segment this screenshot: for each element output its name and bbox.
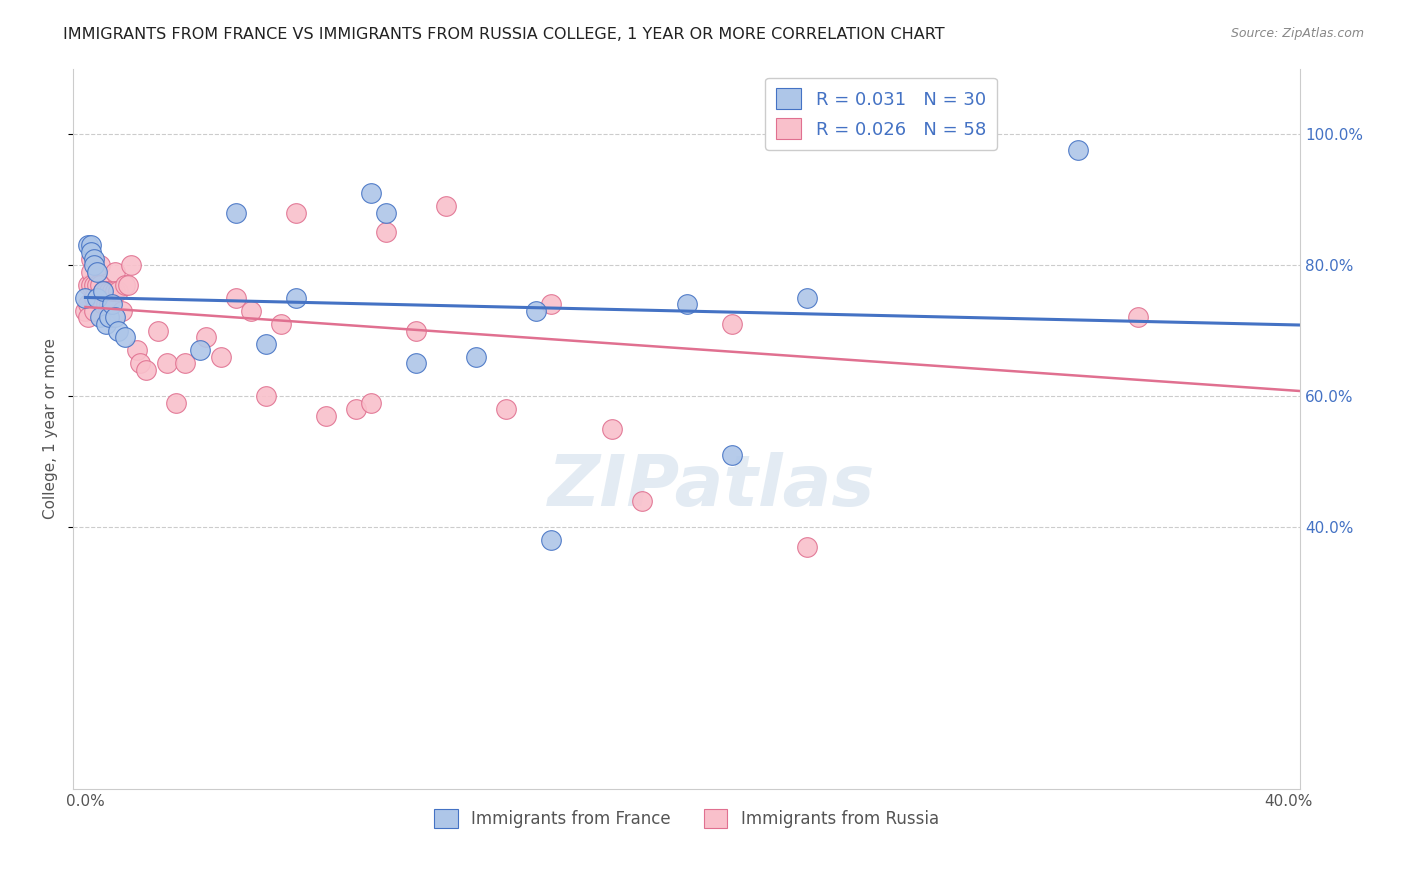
- Point: [75, 291, 97, 305]
- Point: [405, 356, 427, 370]
- Point: [405, 324, 427, 338]
- Point: [315, 409, 337, 423]
- Point: [375, 205, 398, 219]
- Point: [93, 285, 115, 299]
- Point: [89, 277, 111, 292]
- Point: [344, 402, 367, 417]
- Point: [77, 238, 100, 252]
- Point: [114, 277, 136, 292]
- Point: [720, 448, 742, 462]
- Point: [128, 356, 150, 370]
- Point: [75, 304, 97, 318]
- Point: [630, 494, 652, 508]
- Point: [104, 285, 127, 299]
- Point: [796, 540, 818, 554]
- Point: [83, 304, 105, 318]
- Point: [98, 310, 121, 325]
- Point: [600, 422, 623, 436]
- Point: [104, 310, 127, 325]
- Point: [83, 291, 105, 305]
- Point: [209, 350, 232, 364]
- Point: [1066, 144, 1088, 158]
- Point: [434, 199, 457, 213]
- Point: [98, 285, 121, 299]
- Point: [465, 350, 488, 364]
- Point: [254, 389, 277, 403]
- Point: [375, 225, 398, 239]
- Point: [114, 330, 136, 344]
- Point: [96, 285, 118, 299]
- Point: [80, 265, 103, 279]
- Point: [86, 291, 108, 305]
- Point: [120, 258, 142, 272]
- Point: [80, 252, 103, 266]
- Point: [86, 265, 108, 279]
- Point: [96, 317, 118, 331]
- Point: [720, 317, 742, 331]
- Point: [110, 304, 132, 318]
- Point: [194, 330, 217, 344]
- Point: [155, 356, 177, 370]
- Point: [80, 277, 103, 292]
- Point: [77, 277, 100, 292]
- Point: [225, 205, 247, 219]
- Point: [77, 297, 100, 311]
- Point: [107, 285, 129, 299]
- Point: [225, 291, 247, 305]
- Point: [104, 265, 127, 279]
- Point: [93, 285, 115, 299]
- Point: [89, 310, 111, 325]
- Point: [284, 205, 307, 219]
- Point: [270, 317, 292, 331]
- Point: [360, 186, 382, 200]
- Text: Source: ZipAtlas.com: Source: ZipAtlas.com: [1230, 27, 1364, 40]
- Point: [796, 291, 818, 305]
- Point: [495, 402, 517, 417]
- Point: [946, 127, 969, 141]
- Point: [86, 277, 108, 292]
- Point: [675, 297, 697, 311]
- Point: [83, 277, 105, 292]
- Point: [80, 238, 103, 252]
- Point: [83, 258, 105, 272]
- Point: [173, 356, 195, 370]
- Point: [135, 363, 157, 377]
- Point: [254, 336, 277, 351]
- Point: [101, 297, 124, 311]
- Point: [146, 324, 169, 338]
- Point: [83, 252, 105, 266]
- Y-axis label: College, 1 year or more: College, 1 year or more: [44, 338, 58, 519]
- Point: [239, 304, 262, 318]
- Point: [80, 244, 103, 259]
- Point: [107, 324, 129, 338]
- Text: IMMIGRANTS FROM FRANCE VS IMMIGRANTS FROM RUSSIA COLLEGE, 1 YEAR OR MORE CORRELA: IMMIGRANTS FROM FRANCE VS IMMIGRANTS FRO…: [63, 27, 945, 42]
- Legend: Immigrants from France, Immigrants from Russia: Immigrants from France, Immigrants from …: [427, 803, 946, 835]
- Point: [96, 297, 118, 311]
- Text: ZIPatlas: ZIPatlas: [547, 452, 875, 521]
- Point: [1126, 310, 1149, 325]
- Point: [93, 297, 115, 311]
- Point: [89, 258, 111, 272]
- Point: [86, 265, 108, 279]
- Point: [360, 395, 382, 409]
- Point: [188, 343, 211, 358]
- Point: [524, 304, 547, 318]
- Point: [101, 285, 124, 299]
- Point: [125, 343, 148, 358]
- Point: [77, 310, 100, 325]
- Point: [284, 291, 307, 305]
- Point: [117, 277, 139, 292]
- Point: [165, 395, 187, 409]
- Point: [89, 291, 111, 305]
- Point: [540, 297, 562, 311]
- Point: [98, 297, 121, 311]
- Point: [86, 291, 108, 305]
- Point: [540, 533, 562, 548]
